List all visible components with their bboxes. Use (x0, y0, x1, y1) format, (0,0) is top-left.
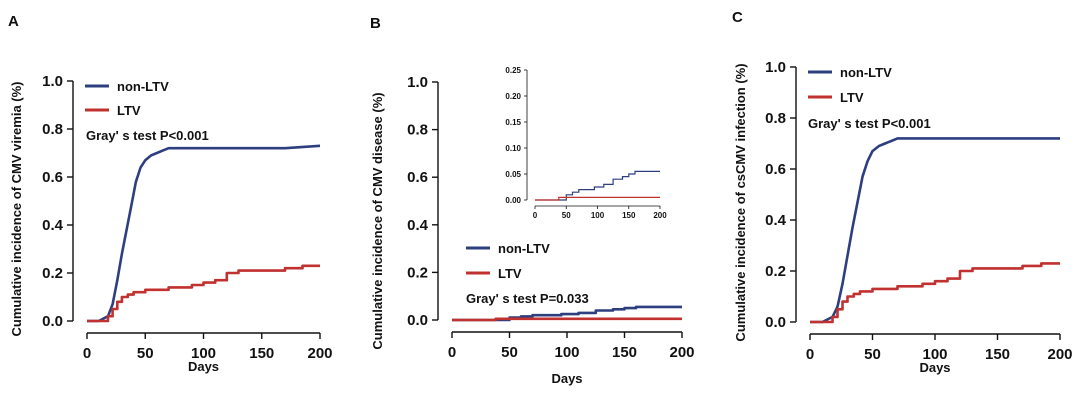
panel-b-inset-y-tick-label: 0.20 (505, 92, 521, 101)
panel-c-y-tick-label: 1.0 (765, 59, 786, 76)
panel-a-x-tick-label: 200 (307, 345, 332, 362)
panel-a-label: A (8, 13, 19, 30)
panel-b-inset-series-ltv (535, 196, 660, 201)
panel-c-series-non-ltv (810, 137, 1060, 324)
panel-b-inset-x-tick-label: 100 (591, 211, 605, 220)
panel-b-legend-label: non-LTV (498, 241, 550, 256)
panel-b-y-title: Cumulative incidence of CMV disease (%) (370, 92, 385, 349)
panel-c-x-tick-label: 150 (985, 346, 1010, 363)
panel-b-x-tick-label: 100 (554, 344, 579, 361)
panel-b-x-tick-label: 200 (669, 344, 694, 361)
panel-b-legend-label: LTV (498, 266, 522, 281)
panel-c-y-tick-label: 0.2 (765, 263, 786, 280)
panel-c-x-tick-label: 50 (864, 346, 881, 363)
panel-a-x-tick-label: 0 (83, 345, 91, 362)
panel-c-label: C (732, 9, 743, 26)
panel-c-x-title: Days (919, 360, 950, 375)
panel-b-inset-x-tick-label: 0 (533, 211, 538, 220)
panel-a-x-tick-label: 100 (191, 345, 216, 362)
panel-a-series-ltv (87, 264, 320, 323)
panel-c-x-tick-label: 100 (922, 346, 947, 363)
panel-c-y-title: Cumulative incidence of csCMV infection … (733, 63, 748, 341)
panel-c-series-ltv (810, 262, 1060, 324)
panel-c-y-tick-label: 0.0 (765, 314, 786, 331)
panel-b-annotation: Gray' s test P=0.033 (466, 291, 589, 306)
panel-a-y-tick-label: 0.4 (42, 217, 64, 234)
panel-a-y-tick-label: 0.0 (42, 313, 63, 330)
panel-b-series-ltv (452, 317, 682, 322)
panel-b-y-tick-label: 0.6 (407, 169, 428, 186)
panel-b-y-tick-label: 1.0 (407, 74, 428, 91)
panel-b-x-tick-label: 0 (448, 344, 456, 361)
panel-b-x-title: Days (551, 371, 582, 386)
panel-c-y-tick-label: 0.8 (765, 110, 786, 127)
panel-b-y-tick-label: 0.8 (407, 122, 428, 139)
panel-a-legend-label: non-LTV (117, 79, 169, 94)
panel-b-inset-y-tick-label: 0.15 (505, 118, 521, 127)
panel-b-y-tick-label: 0.4 (407, 217, 429, 234)
panel-c-annotation: Gray' s test P<0.001 (808, 116, 931, 131)
panel-c-legend-label: LTV (840, 90, 864, 105)
panel-c-y-tick-label: 0.6 (765, 161, 786, 178)
panel-b-inset-x-tick-label: 150 (622, 211, 636, 220)
panel-c-x-tick-label: 200 (1047, 346, 1072, 363)
panel-a-x-tick-label: 50 (137, 345, 154, 362)
panel-b-label: B (370, 15, 381, 32)
panel-b-x-tick-label: 50 (501, 344, 518, 361)
panel-a-y-tick-label: 0.2 (42, 265, 63, 282)
panel-b-inset-x-tick-label: 50 (562, 211, 571, 220)
panel-a-y-tick-label: 1.0 (42, 73, 63, 90)
panel-b-y-tick-label: 0.0 (407, 312, 428, 329)
panel-b-y-tick-label: 0.2 (407, 264, 428, 281)
panel-a-series-non-ltv (87, 144, 321, 323)
panel-b-inset-y-tick-label: 0.05 (505, 170, 521, 179)
panel-b-x-tick-label: 150 (612, 344, 637, 361)
panel-a-y-tick-label: 0.8 (42, 121, 63, 138)
panel-a-annotation: Gray' s test P<0.001 (86, 128, 209, 143)
panel-c-y-tick-label: 0.4 (765, 212, 787, 229)
panel-b-inset-y-tick-label: 0.10 (505, 144, 521, 153)
panel-b-inset-y-tick-label: 0.25 (505, 66, 521, 75)
panel-c-legend-label: non-LTV (840, 65, 892, 80)
panel-b-inset-y-tick-label: 0.00 (505, 196, 521, 205)
panel-a-y-title: Cumulative incidence of CMV viremia (%) (9, 81, 24, 336)
panel-a-x-tick-label: 150 (249, 345, 274, 362)
panel-a-y-tick-label: 0.6 (42, 169, 63, 186)
panel-a-legend-label: LTV (117, 103, 141, 118)
panel-b-inset-x-tick-label: 200 (653, 211, 667, 220)
panel-a-x-title: Days (188, 359, 219, 374)
panel-c-x-tick-label: 0 (806, 346, 814, 363)
panel-b-inset-series-non-ltv (535, 170, 660, 201)
